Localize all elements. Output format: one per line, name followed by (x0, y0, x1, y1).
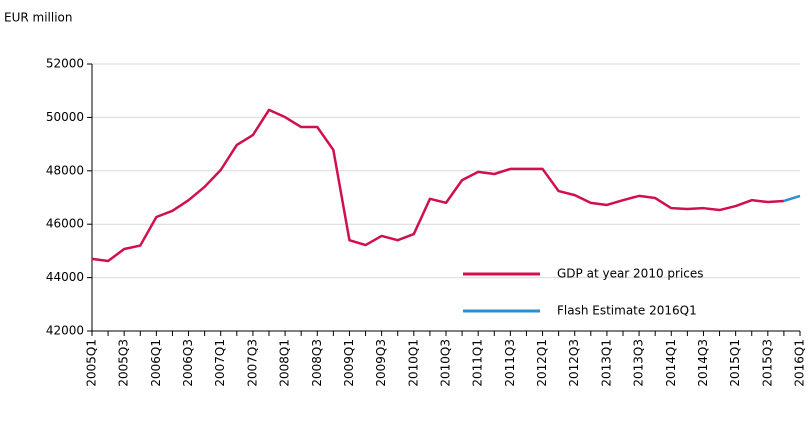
x-tick-label: 2011Q3 (503, 339, 517, 387)
y-tick-label: 48000 (46, 163, 84, 177)
x-tick-label: 2007Q1 (213, 339, 227, 387)
x-tick-label: 2015Q1 (728, 339, 742, 387)
x-tick-label: 2007Q3 (245, 339, 259, 387)
x-tick-label: 2012Q1 (535, 339, 549, 387)
x-tick-label: 2012Q3 (567, 339, 581, 387)
x-tick-label: 2015Q3 (760, 339, 774, 387)
x-tick-label: 2008Q1 (278, 339, 292, 387)
legend-label: GDP at year 2010 prices (557, 267, 704, 281)
y-tick-label: 46000 (46, 217, 84, 231)
x-tick-label: 2013Q3 (632, 339, 646, 387)
x-tick-label: 2014Q3 (696, 339, 710, 387)
y-tick-label: 50000 (46, 110, 84, 124)
y-tick-label: 52000 (46, 57, 84, 71)
x-tick-label: 2005Q3 (117, 339, 131, 387)
x-tick-label: 2014Q1 (664, 339, 678, 387)
y-tick-label: 44000 (46, 270, 84, 284)
x-tick-label: 2009Q1 (342, 339, 356, 387)
x-tick-label: 2011Q1 (471, 339, 485, 387)
x-tick-label: 2010Q1 (406, 339, 420, 387)
x-tick-label: 2006Q1 (149, 339, 163, 387)
x-tick-label: 2013Q1 (599, 339, 613, 387)
x-tick-label: 2006Q3 (181, 339, 195, 387)
x-tick-label: 2010Q3 (439, 339, 453, 387)
y-tick-label: 42000 (46, 324, 84, 338)
x-tick-label: 2009Q3 (374, 339, 388, 387)
x-tick-label: 2005Q1 (85, 339, 99, 387)
x-tick-label: 2008Q3 (310, 339, 324, 387)
series-line (783, 194, 801, 203)
series-line (91, 108, 784, 263)
legend-label: Flash Estimate 2016Q1 (557, 304, 697, 318)
x-tick-label: 2016Q1 (793, 339, 807, 387)
y-axis-label: EUR million (4, 11, 73, 25)
